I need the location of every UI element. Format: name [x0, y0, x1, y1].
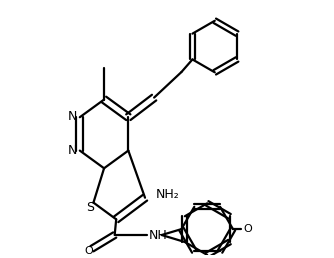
- Text: NH: NH: [149, 229, 168, 241]
- Text: O: O: [85, 246, 93, 256]
- Text: S: S: [87, 201, 95, 214]
- Text: O: O: [243, 224, 252, 234]
- Text: N: N: [67, 110, 77, 123]
- Text: NH₂: NH₂: [156, 188, 179, 201]
- Text: N: N: [67, 144, 77, 157]
